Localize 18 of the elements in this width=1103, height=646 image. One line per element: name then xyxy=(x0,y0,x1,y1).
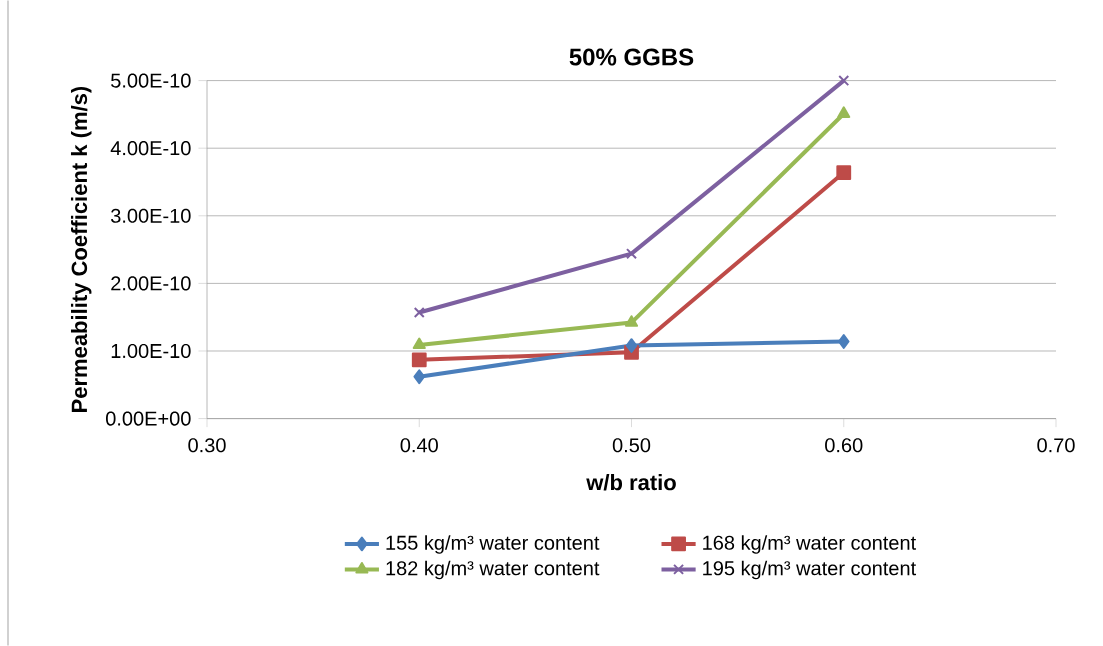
legend-label: 155 kg/m³ water content xyxy=(386,535,600,554)
chart-title: 50% GGBS xyxy=(569,48,694,66)
y-tick-label: 1.00E-10 xyxy=(111,343,191,358)
legend-label: 168 kg/m³ water content xyxy=(703,535,917,554)
x-tick-label: 0.50 xyxy=(612,438,651,453)
x-axis-title: w/b ratio xyxy=(586,474,676,491)
y-tick-label: 2.00E-10 xyxy=(111,276,191,291)
y-axis-title: Permeability Coefficient k (m/s) xyxy=(70,86,92,412)
x-tick-label: 0.40 xyxy=(400,438,438,453)
y-tick-label: 3.00E-10 xyxy=(110,208,191,223)
x-tick-label: 0.60 xyxy=(825,438,863,453)
y-tick-label: 4.00E-10 xyxy=(110,141,191,156)
x-tick-label: 0.30 xyxy=(188,438,226,453)
legend-label: 195 kg/m³ water content xyxy=(703,560,917,580)
x-tick-label: 0.70 xyxy=(1037,438,1075,453)
y-tick-label: 0.00E+00 xyxy=(105,411,191,426)
legend-label: 182 kg/m³ water content xyxy=(386,560,600,580)
y-tick-label: 5.00E-10 xyxy=(111,73,191,88)
